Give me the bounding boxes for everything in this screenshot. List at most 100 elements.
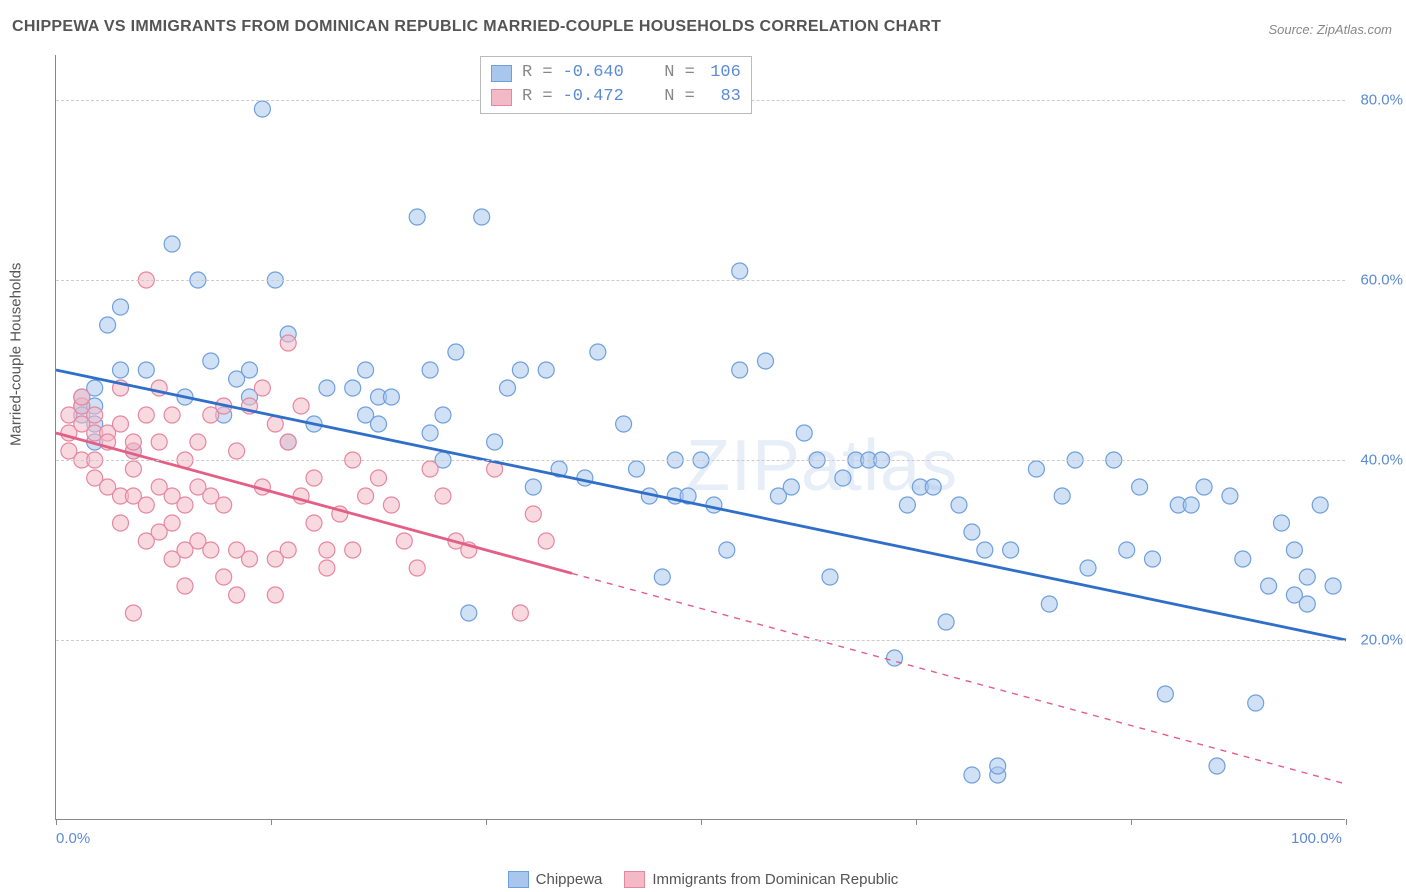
data-point <box>525 479 541 495</box>
x-tick-mark <box>486 819 487 825</box>
data-point <box>164 515 180 531</box>
data-point <box>899 497 915 513</box>
data-point <box>1054 488 1070 504</box>
stats-row: R = -0.472 N = 83 <box>491 85 741 109</box>
series-swatch <box>491 89 512 106</box>
data-point <box>487 434 503 450</box>
y-axis-label: Married-couple Households <box>8 263 25 446</box>
legend-swatch <box>508 871 529 888</box>
legend-label: Immigrants from Dominican Republic <box>652 871 898 888</box>
data-point <box>990 758 1006 774</box>
data-point <box>113 299 129 315</box>
scatter-svg <box>56 55 1345 819</box>
y-tick-label: 60.0% <box>1360 272 1403 289</box>
data-point <box>267 587 283 603</box>
regression-line-extrapolated <box>572 573 1346 784</box>
data-point <box>280 335 296 351</box>
data-point <box>1157 686 1173 702</box>
data-point <box>254 380 270 396</box>
data-point <box>732 263 748 279</box>
data-point <box>1325 578 1341 594</box>
data-point <box>254 101 270 117</box>
data-point <box>319 380 335 396</box>
data-point <box>1132 479 1148 495</box>
data-point <box>951 497 967 513</box>
data-point <box>242 551 258 567</box>
data-point <box>500 380 516 396</box>
data-point <box>113 416 129 432</box>
series-swatch <box>491 65 512 82</box>
data-point <box>1248 695 1264 711</box>
data-point <box>345 380 361 396</box>
x-tick-label: 100.0% <box>1291 830 1342 847</box>
x-tick-mark <box>916 819 917 825</box>
data-point <box>422 461 438 477</box>
y-tick-label: 20.0% <box>1360 632 1403 649</box>
data-point <box>125 434 141 450</box>
gridline <box>56 280 1345 281</box>
chart-plot-area: ZIPatlas 20.0%40.0%60.0%80.0%0.0%100.0% <box>55 55 1345 820</box>
stat-n-label: N = <box>664 85 695 109</box>
data-point <box>242 362 258 378</box>
data-point <box>164 236 180 252</box>
legend-item: Chippewa <box>508 871 603 888</box>
source-attribution: Source: ZipAtlas.com <box>1268 22 1392 37</box>
y-tick-label: 40.0% <box>1360 452 1403 469</box>
data-point <box>100 317 116 333</box>
data-point <box>138 407 154 423</box>
data-point <box>383 497 399 513</box>
data-point <box>383 389 399 405</box>
stat-r-value: -0.472 <box>563 85 624 109</box>
data-point <box>1261 578 1277 594</box>
data-point <box>822 569 838 585</box>
stat-r-value: -0.640 <box>563 61 624 85</box>
data-point <box>1003 542 1019 558</box>
data-point <box>229 587 245 603</box>
stat-r-label: R = <box>522 61 553 85</box>
data-point <box>732 362 748 378</box>
data-point <box>835 470 851 486</box>
data-point <box>280 434 296 450</box>
data-point <box>113 515 129 531</box>
gridline <box>56 460 1345 461</box>
data-point <box>512 362 528 378</box>
data-point <box>371 470 387 486</box>
data-point <box>616 416 632 432</box>
data-point <box>474 209 490 225</box>
x-axis-legend: Chippewa Immigrants from Dominican Republ… <box>0 871 1406 888</box>
data-point <box>422 362 438 378</box>
data-point <box>203 542 219 558</box>
data-point <box>964 767 980 783</box>
data-point <box>138 497 154 513</box>
gridline <box>56 640 1345 641</box>
data-point <box>177 578 193 594</box>
data-point <box>306 515 322 531</box>
data-point <box>177 497 193 513</box>
data-point <box>1274 515 1290 531</box>
data-point <box>719 542 735 558</box>
data-point <box>203 353 219 369</box>
data-point <box>125 605 141 621</box>
data-point <box>1119 542 1135 558</box>
data-point <box>577 470 593 486</box>
data-point <box>164 407 180 423</box>
data-point <box>409 209 425 225</box>
x-tick-mark <box>1346 819 1347 825</box>
data-point <box>512 605 528 621</box>
data-point <box>1196 479 1212 495</box>
data-point <box>293 398 309 414</box>
stat-n-label: N = <box>664 61 695 85</box>
legend-label: Chippewa <box>536 871 603 888</box>
y-tick-label: 80.0% <box>1360 92 1403 109</box>
data-point <box>138 362 154 378</box>
data-point <box>783 479 799 495</box>
data-point <box>525 506 541 522</box>
data-point <box>435 407 451 423</box>
data-point <box>319 542 335 558</box>
data-point <box>409 560 425 576</box>
x-tick-mark <box>271 819 272 825</box>
stat-r-label: R = <box>522 85 553 109</box>
data-point <box>1235 551 1251 567</box>
data-point <box>964 524 980 540</box>
stat-n-value: 83 <box>705 85 741 109</box>
